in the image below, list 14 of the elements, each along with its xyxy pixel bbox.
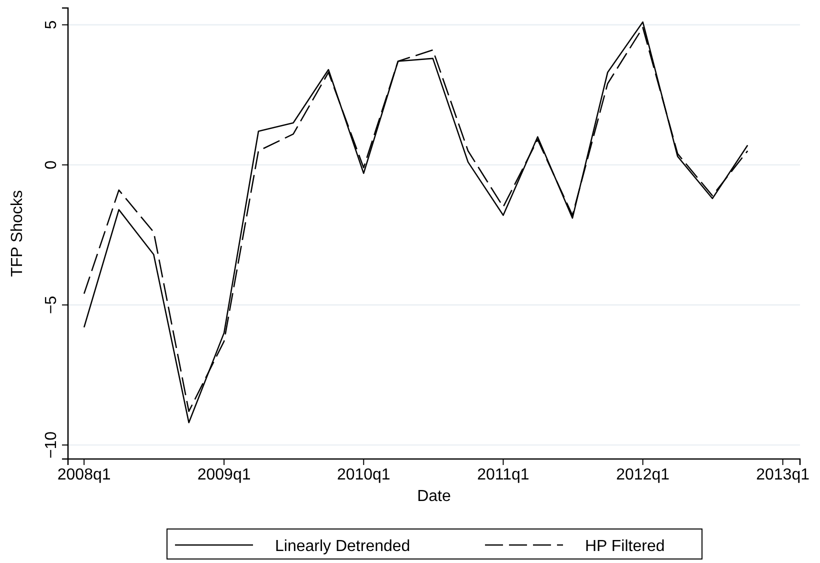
x-axis-title: Date [417, 488, 451, 505]
x-tick-label: 2012q1 [616, 466, 670, 484]
y-tick-label: 0 [43, 160, 60, 170]
x-tick-label: 2010q1 [336, 466, 390, 484]
x-tick-label: 2011q1 [477, 466, 530, 484]
x-tick-label: 2008q1 [57, 466, 111, 484]
y-axis-title: TFP Shocks [9, 190, 26, 277]
x-tick-label: 2009q1 [197, 466, 251, 484]
legend-label: HP Filtered [585, 538, 665, 555]
legend-label: Linearly Detrended [275, 538, 410, 555]
y-tick-label: −10 [43, 431, 60, 459]
x-tick-label: 2013q1 [756, 466, 810, 484]
y-tick-label: 5 [43, 20, 60, 30]
y-tick-label: −5 [43, 296, 60, 314]
